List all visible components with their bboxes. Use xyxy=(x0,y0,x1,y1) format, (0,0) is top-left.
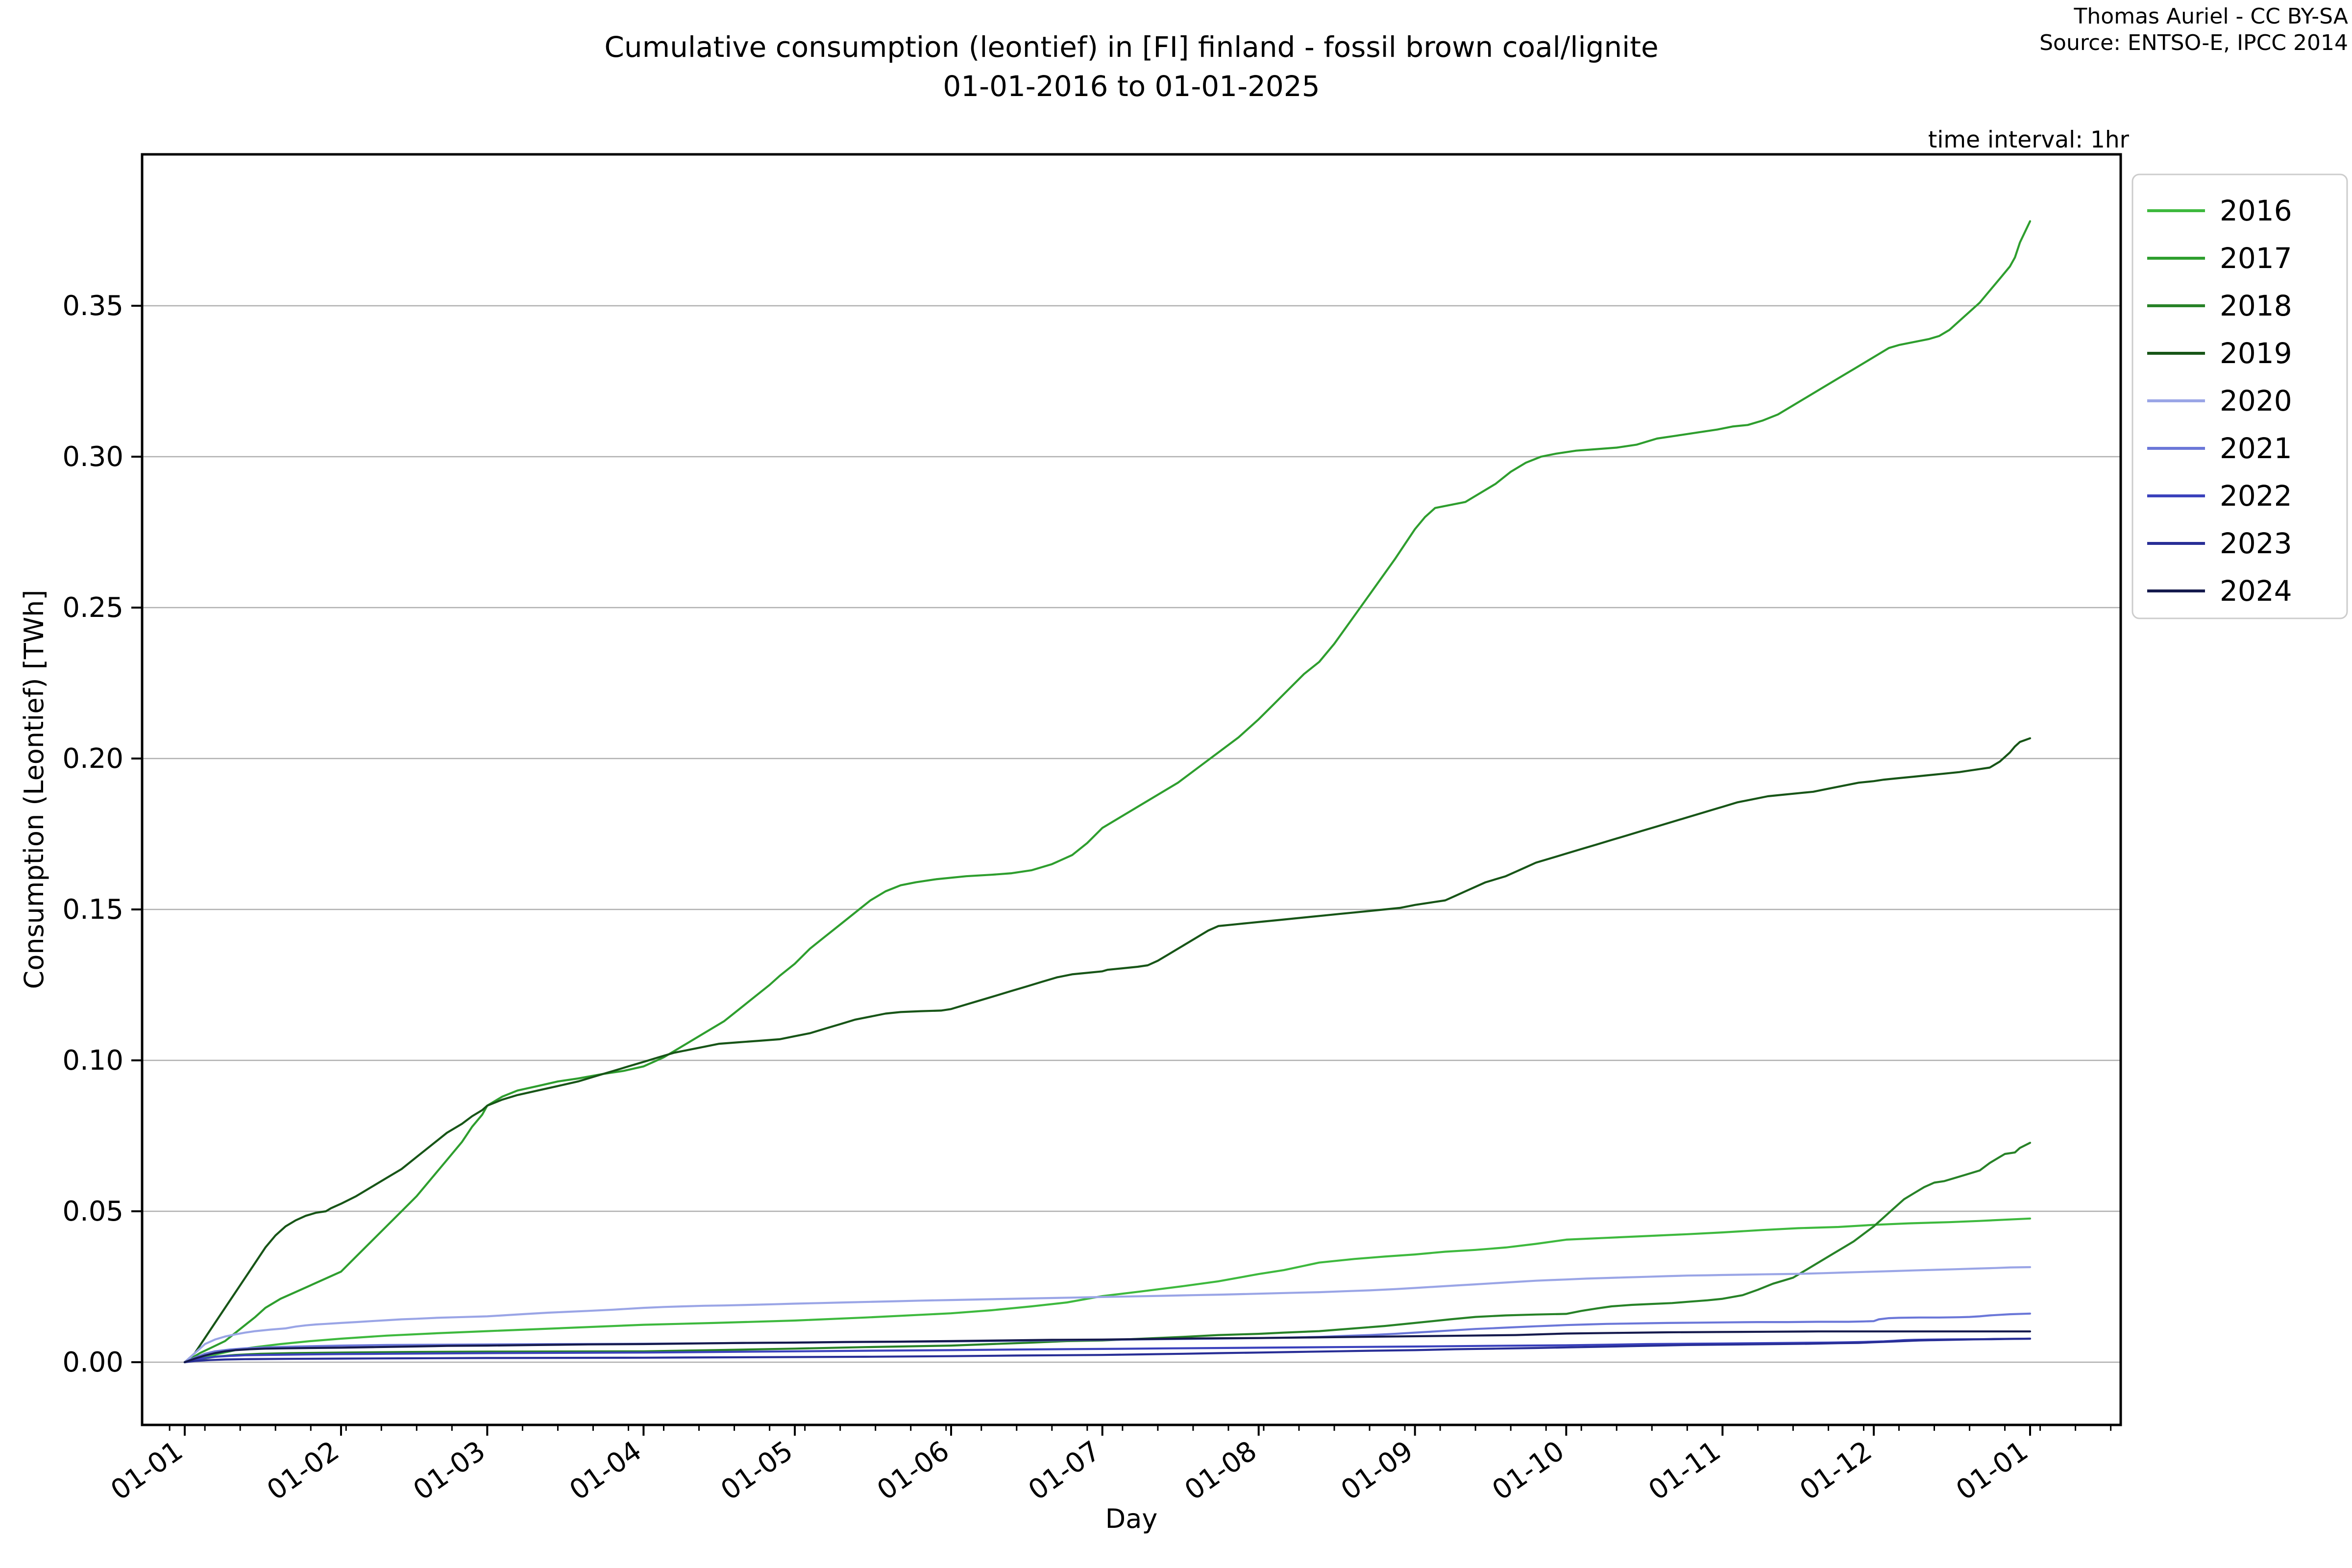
y-tick-label: 0.35 xyxy=(62,290,123,322)
legend-label-2024: 2024 xyxy=(2220,574,2292,608)
time-interval-note: time interval: 1hr xyxy=(1928,126,2129,153)
x-tick-label: 01-05 xyxy=(715,1435,799,1507)
y-tick-label: 0.30 xyxy=(62,441,123,473)
series-line-2023 xyxy=(183,1337,2032,1364)
y-tick-label: 0.20 xyxy=(62,743,123,775)
x-tick-label: 01-11 xyxy=(1643,1435,1727,1507)
chart-title-line2: 01-01-2016 to 01-01-2025 xyxy=(943,70,1320,103)
legend-label-2020: 2020 xyxy=(2220,384,2292,417)
y-tick-label: 0.10 xyxy=(62,1045,123,1077)
attribution-author: Thomas Auriel - CC BY-SA xyxy=(2074,4,2348,29)
x-tick-label: 01-07 xyxy=(1023,1435,1106,1507)
series-line-2021 xyxy=(183,1312,2032,1364)
x-tick-label: 01-04 xyxy=(564,1435,648,1507)
chart-title-line1: Cumulative consumption (leontief) in [FI… xyxy=(604,30,1659,64)
y-tick-label: 0.00 xyxy=(62,1347,123,1378)
x-tick-label: 01-01 xyxy=(105,1435,189,1507)
legend-label-2016: 2016 xyxy=(2220,194,2292,227)
attribution-source: Source: ENTSO-E, IPCC 2014 xyxy=(2039,30,2348,55)
series-line-2024 xyxy=(183,1330,2032,1364)
legend-label-2022: 2022 xyxy=(2220,479,2292,513)
x-tick-label: 01-10 xyxy=(1487,1435,1570,1507)
plot-border xyxy=(141,153,2122,1426)
legend-label-2023: 2023 xyxy=(2220,527,2292,560)
x-axis-label: Day xyxy=(1105,1503,1158,1534)
y-tick-label: 0.25 xyxy=(62,592,123,624)
x-tick-label: 01-08 xyxy=(1179,1435,1263,1507)
x-tick-label: 01-06 xyxy=(871,1435,955,1507)
x-tick-label: 01-02 xyxy=(261,1435,345,1507)
y-tick-label: 0.15 xyxy=(62,894,123,926)
y-tick-label: 0.05 xyxy=(62,1196,123,1227)
legend-label-2021: 2021 xyxy=(2220,432,2292,465)
legend-label-2018: 2018 xyxy=(2220,289,2292,322)
series-line-2020 xyxy=(183,1266,2032,1364)
series-line-2017 xyxy=(183,220,2032,1364)
series-line-2019 xyxy=(183,737,2032,1364)
y-axis-label: Consumption (Leontief) [TWh] xyxy=(19,589,49,989)
legend-box xyxy=(2132,173,2348,619)
legend-label-2019: 2019 xyxy=(2220,337,2292,370)
series-line-2016 xyxy=(183,1217,2032,1364)
x-tick-label: 01-01 xyxy=(1950,1435,2034,1507)
x-tick-label: 01-03 xyxy=(408,1435,491,1507)
series-line-2018 xyxy=(183,1142,2032,1364)
x-tick-label: 01-12 xyxy=(1794,1435,1878,1507)
x-tick-label: 01-09 xyxy=(1335,1435,1419,1507)
legend-label-2017: 2017 xyxy=(2220,242,2292,275)
